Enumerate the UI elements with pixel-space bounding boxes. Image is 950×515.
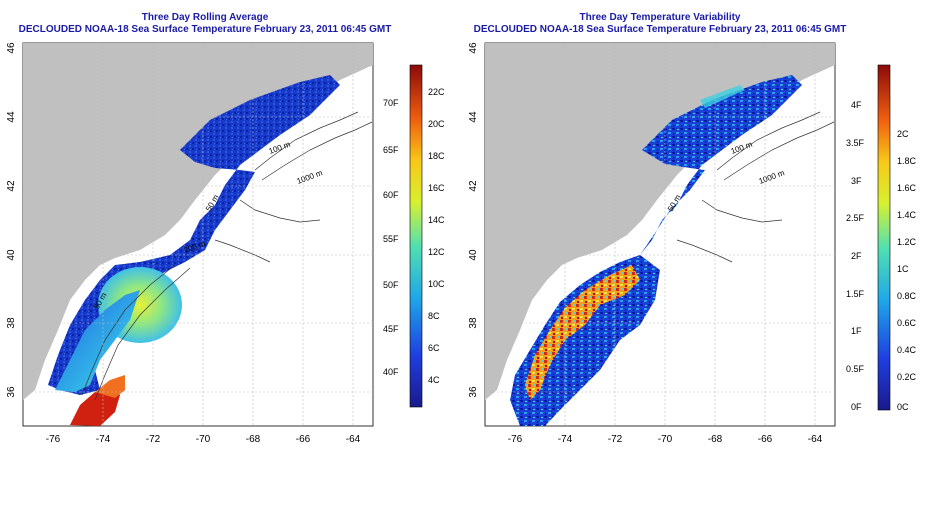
left-colorbar-ramp [409,64,423,408]
left-colorbar: 70F 65F 60F 55F 50F 45F 40F 22C 20C 18C … [383,64,445,408]
left-lat-tick-1: 38 [6,317,17,329]
left-map-panel: 100 m 1000 m 50 m 50 m 200 m -76 -74 -72… [6,42,374,445]
left-cb-f-2: 60F [383,190,399,200]
right-colorbar-ramp [877,64,891,411]
right-cb-f-7: 0.5F [846,364,865,374]
left-y-axis: 36 38 40 42 44 46 [6,42,17,398]
right-lon-tick-0: -76 [508,434,523,445]
right-lon-tick-4: -68 [708,434,723,445]
left-lat-tick-4: 44 [6,111,17,123]
right-variability-field [510,75,802,426]
right-lon-tick-3: -70 [658,434,673,445]
right-cb-c-4: 1.2C [897,237,917,247]
right-cb-f-5: 1.5F [846,289,865,299]
left-lon-tick-0: -76 [46,434,61,445]
right-lat-tick-5: 46 [468,42,479,54]
left-cb-c-5: 12C [428,247,445,257]
right-cb-c-3: 1.4C [897,210,917,220]
left-lat-tick-5: 46 [6,42,17,54]
left-cb-c-0: 22C [428,87,445,97]
right-lon-tick-6: -64 [808,434,823,445]
left-cb-c-9: 4C [428,375,440,385]
left-lat-tick-3: 42 [6,180,17,192]
right-lat-tick-1: 38 [468,317,479,329]
right-title: Three Day Temperature Variability DECLOU… [465,12,855,36]
left-land-mass [23,43,373,400]
right-lat-tick-4: 44 [468,111,479,123]
left-lon-tick-4: -68 [246,434,261,445]
left-title-line1: Three Day Rolling Average [141,12,269,23]
right-x-axis: -76 -74 -72 -70 -68 -66 -64 [508,434,823,445]
left-lat-tick-0: 36 [6,386,17,398]
left-cb-c-6: 10C [428,279,445,289]
left-lon-tick-2: -72 [146,434,161,445]
left-bathymetry-contours [81,111,373,401]
left-cb-c-8: 6C [428,343,440,353]
left-lon-tick-1: -74 [96,434,111,445]
left-lon-tick-6: -64 [346,434,361,445]
left-title: Three Day Rolling Average DECLOUDED NOAA… [10,12,400,36]
right-cb-f-6: 1F [851,326,862,336]
right-y-axis: 36 38 40 42 44 46 [468,42,479,398]
right-cb-f-4: 2F [851,251,862,261]
left-cb-f-5: 45F [383,324,399,334]
left-cb-f-3: 55F [383,234,399,244]
right-cb-c-6: 0.8C [897,291,917,301]
right-lon-tick-2: -72 [608,434,623,445]
left-cb-f-0: 70F [383,98,399,108]
right-lon-tick-5: -66 [758,434,773,445]
right-bathymetry-contours [676,111,835,263]
left-warm-south-edge [95,375,125,398]
left-title-line2: DECLOUDED NOAA-18 Sea Surface Temperatur… [18,24,392,35]
right-cb-c-8: 0.4C [897,345,917,355]
left-cb-f-4: 50F [383,280,399,290]
left-cb-c-1: 20C [428,119,445,129]
right-cb-c-7: 0.6C [897,318,917,328]
right-land-mass [485,43,835,400]
left-sst-cold-water [48,75,340,395]
right-cb-f-2: 3F [851,176,862,186]
left-cb-f-6: 40F [383,367,399,377]
left-cb-c-7: 8C [428,311,440,321]
right-lat-tick-2: 40 [468,249,479,261]
left-lat-tick-2: 40 [6,249,17,261]
right-high-variability-band [525,265,640,400]
right-cb-c-2: 1.6C [897,183,917,193]
right-cb-c-5: 1C [897,264,909,274]
right-colorbar: 4F 3.5F 3F 2.5F 2F 1.5F 1F 0.5F 0F 2C 1.… [846,64,917,412]
left-cb-f-1: 65F [383,145,399,155]
right-lon-tick-1: -74 [558,434,573,445]
right-cb-f-8: 0F [851,402,862,412]
right-cb-c-9: 0.2C [897,372,917,382]
right-cb-c-0: 2C [897,129,909,139]
left-shelf-gradient [55,290,140,392]
right-cb-f-3: 2.5F [846,213,865,223]
right-cyan-streak [700,85,745,108]
right-title-line2: DECLOUDED NOAA-18 Sea Surface Temperatur… [473,24,847,35]
right-lat-tick-3: 42 [468,180,479,192]
left-cb-c-2: 18C [428,151,445,161]
right-cb-c-1: 1.8C [897,156,917,166]
right-cb-f-1: 3.5F [846,138,865,148]
left-lon-tick-5: -66 [296,434,311,445]
right-lat-tick-0: 36 [468,386,479,398]
left-cb-c-4: 14C [428,215,445,225]
left-lon-tick-3: -70 [196,434,211,445]
left-x-axis: -76 -74 -72 -70 -68 -66 -64 [46,434,361,445]
right-map-panel: 100 m 1000 m 50 m -76 -74 -72 -70 -68 -6… [468,42,836,445]
right-title-line1: Three Day Temperature Variability [579,12,741,23]
right-cb-c-10: 0C [897,402,909,412]
figure-canvas: 100 m 1000 m 50 m 50 m 200 m -76 -74 -72… [6,42,917,445]
left-cb-c-3: 16C [428,183,445,193]
right-cb-f-0: 4F [851,100,862,110]
